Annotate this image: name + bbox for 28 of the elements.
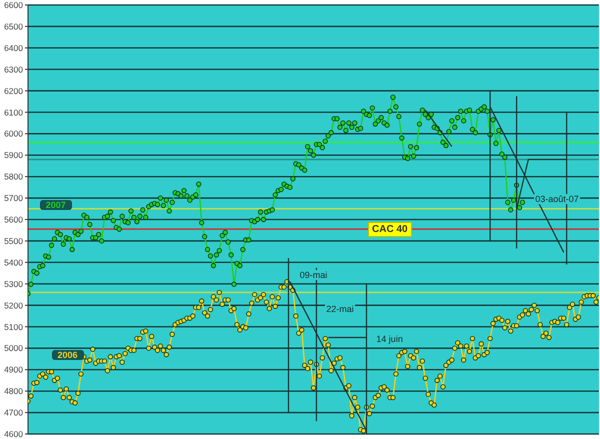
y-tick-label: 5500 xyxy=(4,236,24,246)
y-tick-label: 6000 xyxy=(4,128,24,139)
y-tick-label: 4900 xyxy=(4,364,24,375)
text: CAC 40 xyxy=(368,222,412,237)
y-tick-label: 5800 xyxy=(4,172,24,182)
y-tick-label: 6100 xyxy=(4,107,24,118)
y-tick-label: 5700 xyxy=(4,193,24,204)
y-tick-label: 6500 xyxy=(4,21,24,32)
annotation: 03-août-07 xyxy=(534,194,580,204)
annotation: 09-mai xyxy=(298,270,328,280)
series-label: 2006 xyxy=(52,350,84,360)
y-tick-label: 5300 xyxy=(4,278,24,289)
y-tick-label: 5200 xyxy=(4,300,24,310)
annotation: 14 juin xyxy=(375,334,404,344)
y-tick-label: 5100 xyxy=(4,322,24,332)
y-tick-label: 5900 xyxy=(4,150,24,160)
y-tick-label: 6600 xyxy=(4,0,24,10)
y-tick-label: 4600 xyxy=(4,429,24,439)
y-tick-label: 4800 xyxy=(4,386,24,396)
y-tick-label: 4700 xyxy=(4,408,24,418)
y-tick-label: 6400 xyxy=(4,42,24,53)
y-tick-label: 6300 xyxy=(4,64,24,74)
y-tick-label: 5400 xyxy=(4,257,24,268)
y-tick-label: 5000 xyxy=(4,343,24,354)
y-tick-label: 6200 xyxy=(4,86,24,96)
y-tick-label: 5600 xyxy=(4,214,24,225)
annotation: 22-mai xyxy=(325,304,355,314)
series-label: 2007 xyxy=(40,200,72,210)
